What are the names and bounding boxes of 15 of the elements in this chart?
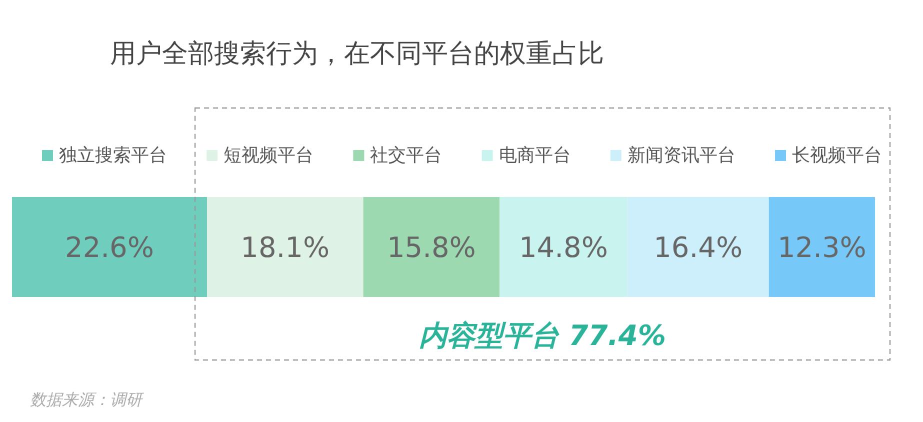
source-note: 数据来源：调研 xyxy=(30,390,144,409)
chart-title: 用户全部搜索行为，在不同平台的权重占比 xyxy=(110,39,604,69)
legend-label: 新闻资讯平台 xyxy=(627,145,736,166)
legend-label: 独立搜索平台 xyxy=(59,145,167,166)
data-label: 14.8% xyxy=(518,231,608,264)
legend-label: 短视频平台 xyxy=(224,145,314,166)
data-label: 12.3% xyxy=(777,231,866,264)
data-label: 16.4% xyxy=(654,231,743,264)
data-label: 18.1% xyxy=(240,231,330,264)
data-label: 22.6% xyxy=(65,231,154,264)
legend-label: 长视频平台 xyxy=(792,145,882,166)
legend-label: 电商平台 xyxy=(498,145,571,166)
data-label: 15.8% xyxy=(386,231,476,264)
legend-label: 社交平台 xyxy=(370,145,442,166)
text: 内容型平台 77.4% xyxy=(419,319,666,352)
